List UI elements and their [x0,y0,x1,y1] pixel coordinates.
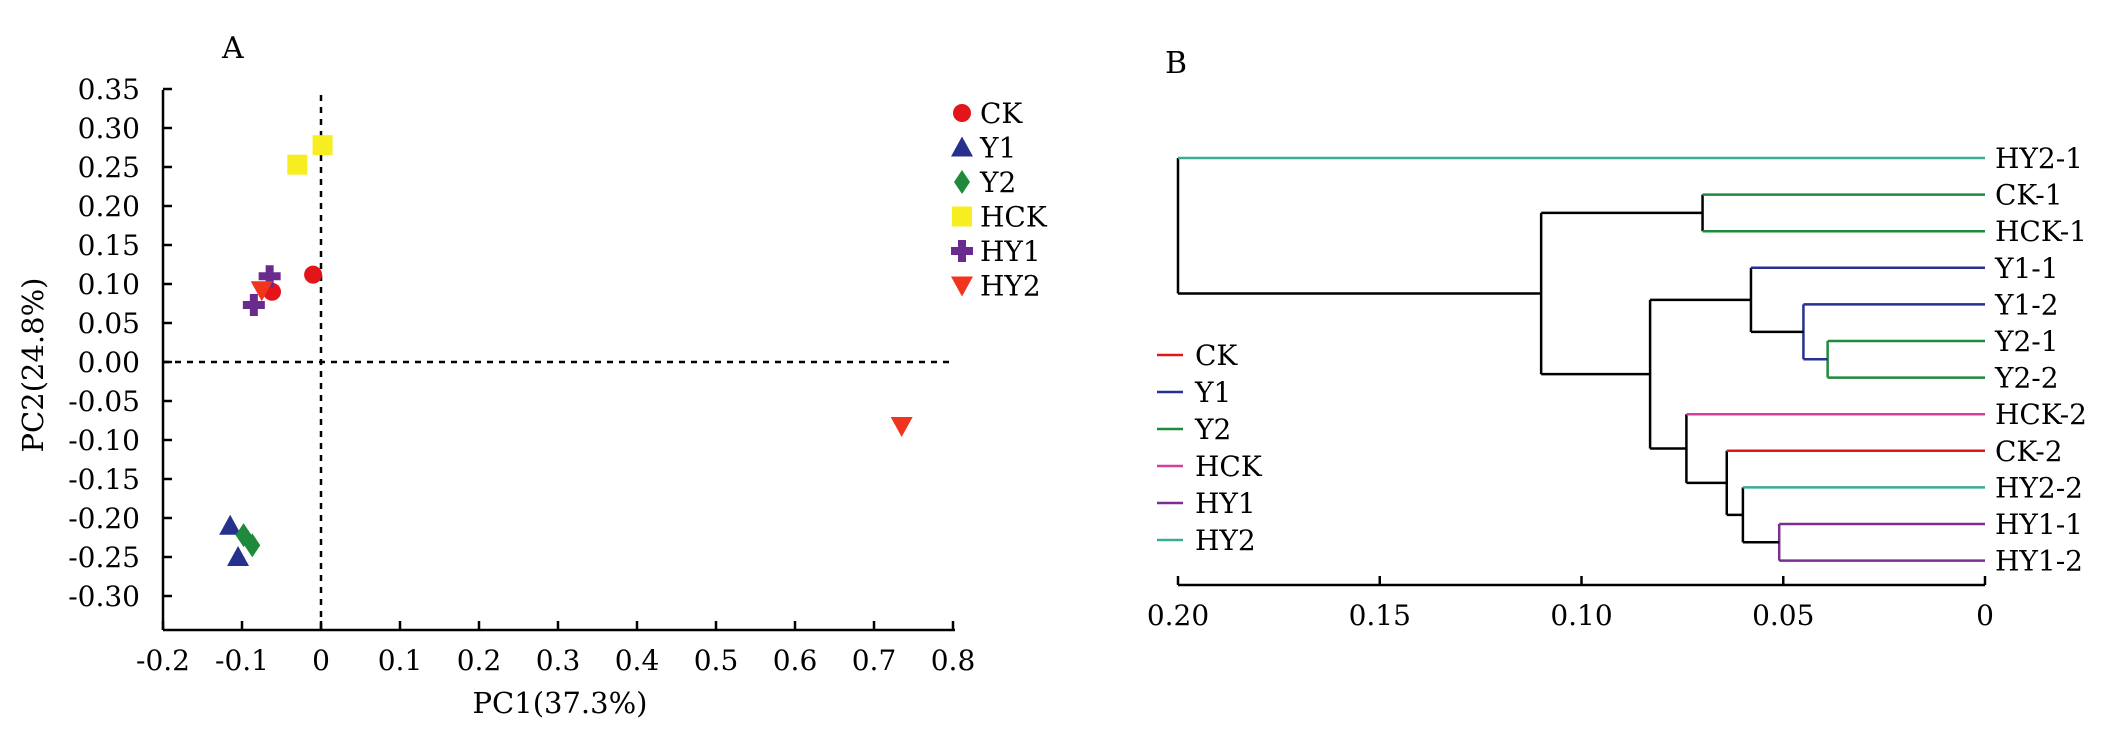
legend-marker-hy2 [951,276,973,297]
leaf-label: Y2-1 [1994,325,2059,358]
point-y1 [219,514,242,535]
y-tick-label: 0.15 [78,229,140,262]
y-tick-label: 0.25 [78,151,140,184]
leaf-label: CK-1 [1995,179,2063,212]
legend-label: CK [980,97,1023,130]
distance-tick-label: 0 [1976,599,1994,632]
legend-label: Y2 [979,166,1016,199]
distance-tick-label: 0.10 [1550,599,1612,632]
point-hy1 [242,294,265,317]
point-hck [287,154,308,175]
legend-marker-ck [953,104,971,122]
y-tick-label: -0.10 [68,424,140,457]
distance-tick-label: 0.20 [1147,599,1209,632]
x-tick-label: -0.1 [215,644,269,677]
x-axis-title: PC1(37.3%) [473,686,648,720]
legend-label: Y1 [1194,376,1231,409]
distance-axis-ticks: 0.20 0.15 0.10 0.05 0 [1147,576,1994,632]
scatter-points [219,135,913,566]
leaf-label: HCK-1 [1995,215,2087,248]
y-tick-label: 0.00 [78,346,140,379]
legend-label: CK [1195,339,1238,372]
legend-label: HY2 [980,270,1041,303]
y-tick-label: -0.20 [68,502,140,535]
x-tick-label: 0 [312,644,330,677]
y-tick-label: 0.30 [78,112,140,145]
y-axis-title: PC2(24.8%) [16,278,50,453]
legend-label: HCK [980,201,1048,234]
y-tick-label: -0.25 [68,541,140,574]
x-tick-label: 0.5 [694,644,739,677]
dendrogram-legend: CK Y1 Y2 HCK HY1 HY2 [1157,339,1263,557]
x-tick-label: 0.6 [773,644,818,677]
point-y2 [244,533,261,558]
leaf-label: Y1-2 [1994,288,2059,321]
x-tick-label: 0.8 [931,644,976,677]
legend-label: HY2 [1195,524,1256,557]
y-tick-label: -0.15 [68,463,140,496]
y-tick-label: 0.05 [78,307,140,340]
y-tick-label: -0.05 [68,385,140,418]
point-hck [312,135,333,156]
x-tick-label: 0.1 [378,644,423,677]
y-axis-ticks: 0.35 0.30 0.25 0.20 0.15 0.10 0.05 0.00 -0.05 -0.… [68,73,172,613]
y-tick-label: 0.10 [78,268,140,301]
x-tick-label: 0.2 [457,644,502,677]
distance-tick-label: 0.15 [1349,599,1411,632]
leaf-label: HY1-2 [1995,545,2083,578]
point-hy1 [258,265,281,288]
point-hy2 [250,281,273,302]
leaf-label: HY2-2 [1995,471,2083,504]
x-axis-ticks: -0.2 -0.1 0 0.1 0.2 0.3 0.4 0.5 0.6 0.7 0.8 [136,621,975,677]
legend-label: HY1 [980,235,1041,268]
legend-label: Y1 [979,132,1016,165]
leaf-label: HCK-2 [1995,398,2087,431]
point-y1 [227,546,250,566]
legend-label: Y2 [1194,413,1231,446]
leaf-label: CK-2 [1995,435,2063,468]
x-tick-label: -0.2 [136,644,190,677]
x-tick-label: 0.7 [852,644,897,677]
pca-panel: A 0.350.300.250.200.150.100.050.00-0.05-… [16,31,1048,720]
x-tick-label: 0.4 [615,644,660,677]
x-tick-label: 0.3 [536,644,581,677]
leaf-label: Y2-2 [1994,362,2059,395]
y-tick-label: -0.30 [68,580,140,613]
y-tick-label: 0.20 [78,190,140,223]
leaf-label: HY1-1 [1995,508,2083,541]
leaf-label: Y1-1 [1994,252,2059,285]
legend-label: HY1 [1195,487,1256,520]
point-hy2 [890,416,913,437]
point-ck [304,265,323,284]
legend-marker-hck [952,206,972,227]
legend-marker-hy1 [951,240,973,262]
leaf-label: HY2-1 [1995,142,2083,175]
panel-label-b: B [1165,46,1187,81]
dendrogram-tree [1176,156,1985,562]
leaf-labels: HY2-1CK-1HCK-1Y1-1Y1-2Y2-1Y2-2HCK-2CK-2H… [1994,142,2087,578]
panel-label-a: A [221,31,244,66]
legend-marker-y1 [951,136,973,157]
y-tick-label: 0.35 [78,73,140,106]
legend-marker-y2 [954,170,970,194]
distance-tick-label: 0.05 [1752,599,1814,632]
legend-label: HCK [1195,450,1263,483]
